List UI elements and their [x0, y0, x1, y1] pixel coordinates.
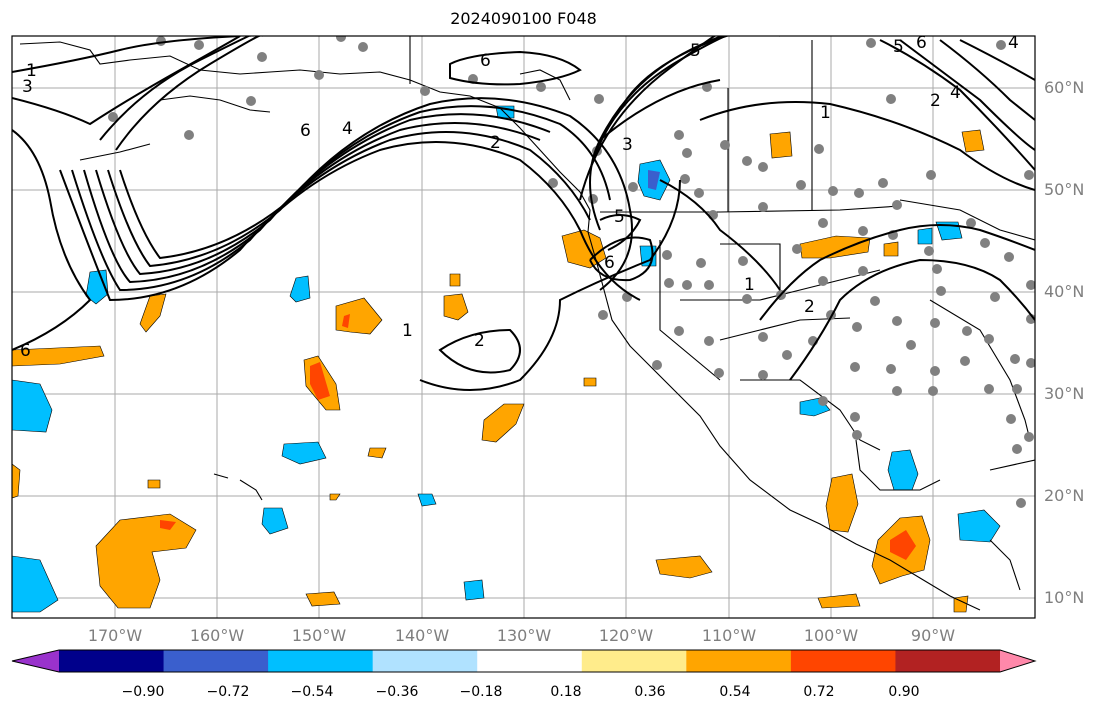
- contour-label: 4: [342, 119, 353, 139]
- lat-label: 10°N: [1044, 588, 1085, 607]
- lon-label: 90°W: [910, 626, 956, 645]
- colorbar-segment: [895, 650, 1001, 672]
- colorbar-extend-low: [12, 650, 59, 672]
- lat-label: 30°N: [1044, 384, 1085, 403]
- colorbar-segment: [163, 650, 269, 672]
- contour-label: 1: [820, 103, 831, 123]
- lat-label: 60°N: [1044, 78, 1085, 97]
- colorbar-tick-label: 0.72: [803, 684, 835, 700]
- colorbar-tick-label: −0.36: [375, 684, 419, 700]
- colorbar-segment: [581, 650, 687, 672]
- lon-label: 170°W: [87, 626, 143, 645]
- lon-label: 110°W: [701, 626, 757, 645]
- lon-label: 140°W: [394, 626, 450, 645]
- contour-label: 6: [300, 121, 311, 141]
- lat-label: 50°N: [1044, 180, 1085, 199]
- colorbar-segment: [790, 650, 896, 672]
- map-title: 2024090100 F048: [450, 9, 597, 28]
- colorbar-tick-label: −0.72: [206, 684, 250, 700]
- contour-label: 2: [804, 297, 815, 317]
- colorbar-segment: [477, 650, 583, 672]
- graticule: [12, 36, 1035, 618]
- contour-label: 6: [604, 253, 615, 273]
- map-content: 1 3 6 4 6 5 6 5 6 1 1 2 2 3 1 2 5 6 4 2 …: [12, 33, 1035, 618]
- contour-label: 1: [744, 275, 755, 295]
- contour-label: 2: [930, 91, 941, 111]
- colorbar-segment: [268, 650, 374, 672]
- colorbar-tick-label: 0.90: [888, 684, 920, 700]
- coastlines: [19, 36, 1035, 611]
- contour-label-group: 1 3 6 4 6 5 6 5 6 1 1 2 2 3 1 2 5 6 4 2 …: [20, 33, 1019, 361]
- contour-label: 1: [402, 321, 413, 341]
- lon-label: 120°W: [598, 626, 654, 645]
- contour-label: 5: [893, 37, 904, 57]
- station-markers: [108, 36, 1035, 508]
- lon-label: 130°W: [496, 626, 552, 645]
- contour-label: 6: [916, 33, 927, 53]
- contour-lines: [12, 36, 1035, 391]
- lon-label: 100°W: [803, 626, 859, 645]
- colorbar-tick-label: 0.18: [550, 684, 582, 700]
- lat-label: 40°N: [1044, 282, 1085, 301]
- contour-label: 6: [20, 341, 31, 361]
- colorbar-segment: [686, 650, 792, 672]
- lon-label: 150°W: [291, 626, 347, 645]
- contour-label: 5: [690, 41, 701, 61]
- colorbar-segment: [372, 650, 478, 672]
- lat-label: 20°N: [1044, 486, 1085, 505]
- colorbar-tick-label: −0.90: [121, 684, 165, 700]
- contour-label: 2: [474, 331, 485, 351]
- contour-label: 3: [22, 77, 33, 97]
- colorbar-tick-label: 0.54: [719, 684, 751, 700]
- colorbar-segment: [59, 650, 165, 672]
- colorbar-tick-label: −0.18: [459, 684, 503, 700]
- map-frame: [11, 35, 1036, 619]
- colorbar-tick-label: 0.36: [634, 684, 666, 700]
- contour-label: 6: [480, 51, 491, 71]
- contour-label: 5: [614, 207, 625, 227]
- contour-label: 2: [490, 133, 501, 153]
- colorbar-tick-label: −0.54: [290, 684, 334, 700]
- contour-label: 1: [26, 61, 37, 81]
- shaded-fields: [12, 105, 1001, 613]
- colorbar-outline: [11, 649, 1037, 673]
- colorbar: [12, 650, 1035, 672]
- contour-label: 4: [1008, 33, 1019, 53]
- colorbar-extend-high: [1000, 650, 1035, 672]
- contour-label: 3: [622, 135, 633, 155]
- contour-label: 4: [950, 83, 961, 103]
- lon-label: 160°W: [189, 626, 245, 645]
